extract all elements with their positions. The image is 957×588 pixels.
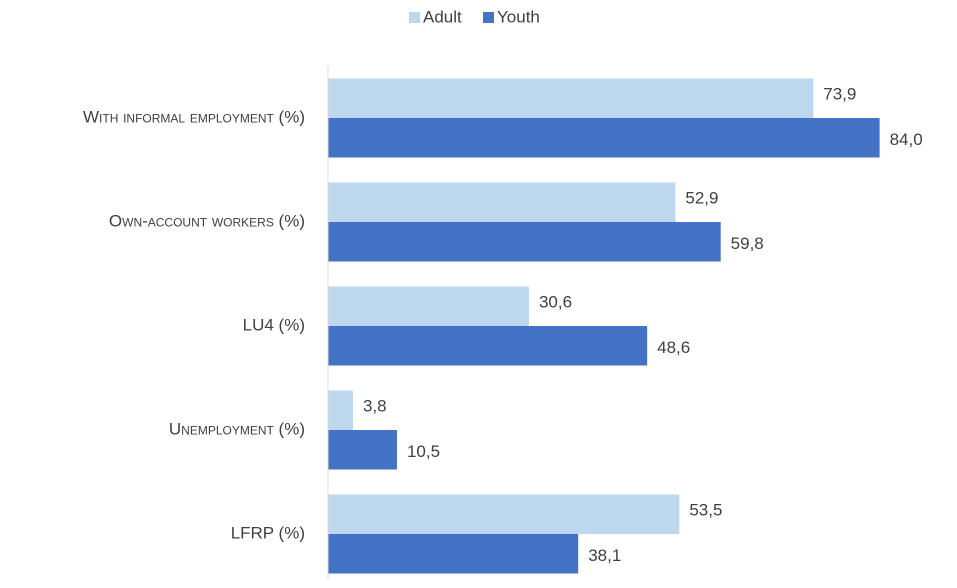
legend-label: Youth	[497, 7, 540, 26]
legend-swatch	[483, 12, 494, 23]
legend-item: Youth	[483, 7, 540, 26]
bar	[328, 222, 721, 262]
value-label: 48,6	[657, 338, 690, 357]
value-label: 73,9	[823, 85, 856, 104]
bar	[328, 78, 814, 118]
legend-swatch	[409, 12, 420, 23]
value-label: 84,0	[890, 130, 923, 149]
bar	[328, 118, 880, 158]
bar	[328, 430, 397, 470]
legend-label: Adult	[423, 7, 462, 26]
y-tick-label: LU4 (%)	[243, 315, 305, 334]
value-label: 10,5	[407, 442, 440, 461]
bar	[328, 390, 353, 430]
value-label: 52,9	[685, 189, 718, 208]
bar	[328, 494, 680, 534]
bar	[328, 534, 579, 574]
y-tick-label: LFRP (%)	[231, 523, 305, 542]
bar	[328, 182, 676, 222]
y-tick-label: Unemployment (%)	[169, 419, 305, 438]
value-label: 59,8	[731, 234, 764, 253]
value-label: 30,6	[539, 293, 572, 312]
y-tick-label: Own-account workers (%)	[109, 211, 305, 230]
value-label: 38,1	[588, 546, 621, 565]
value-label: 3,8	[363, 397, 387, 416]
legend-item: Adult	[409, 7, 462, 26]
y-tick-label: With informal employment (%)	[83, 107, 305, 126]
bar	[328, 286, 529, 326]
bar	[328, 326, 648, 366]
value-label: 53,5	[689, 501, 722, 520]
